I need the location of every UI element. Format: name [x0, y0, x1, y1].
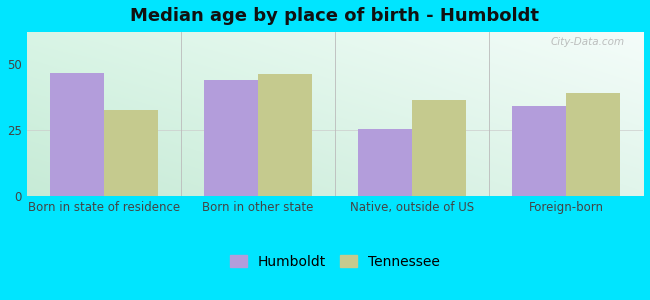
Bar — [566, 93, 620, 196]
Bar — [104, 110, 158, 196]
Text: City-Data.com: City-Data.com — [551, 37, 625, 47]
Bar — [204, 80, 258, 196]
Bar — [358, 129, 412, 196]
Bar — [512, 106, 566, 196]
Bar — [412, 100, 466, 196]
Bar — [258, 74, 312, 196]
Bar — [50, 73, 104, 196]
Title: Median age by place of birth - Humboldt: Median age by place of birth - Humboldt — [131, 7, 540, 25]
Legend: Humboldt, Tennessee: Humboldt, Tennessee — [224, 249, 445, 274]
